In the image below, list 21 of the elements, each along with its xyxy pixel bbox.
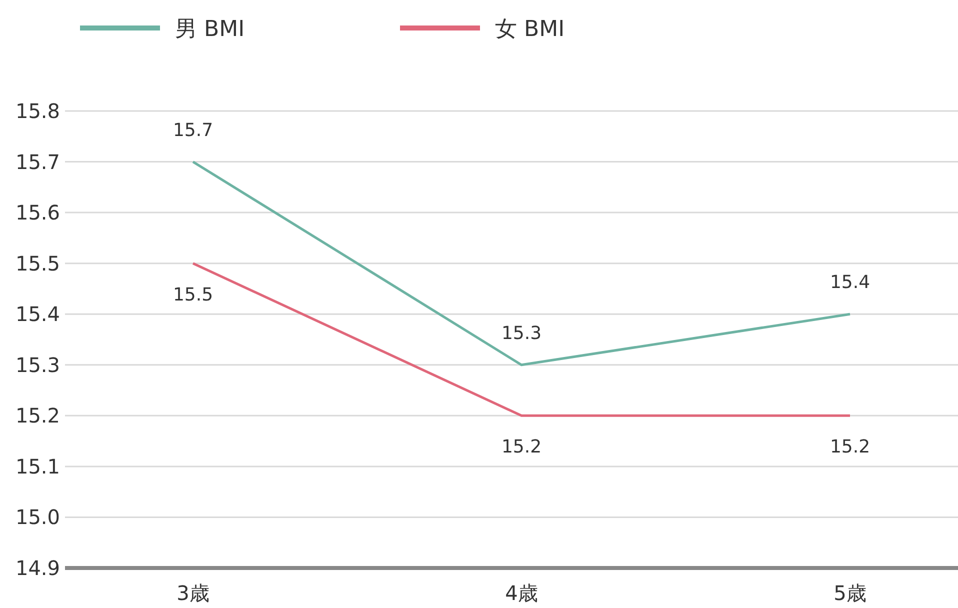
legend-label: 男 BMI	[175, 17, 245, 42]
x-tick-label: 4歳	[505, 581, 538, 605]
y-tick-label: 15.8	[15, 99, 60, 123]
data-label: 15.4	[830, 272, 870, 294]
y-tick-label: 15.0	[15, 505, 60, 530]
y-tick-label: 15.3	[15, 352, 60, 377]
y-tick-label: 15.5	[15, 251, 60, 276]
data-label: 15.2	[501, 436, 542, 458]
data-label: 15.7	[172, 120, 214, 141]
y-tick-label: 15.6	[15, 200, 60, 225]
y-tick-label: 15.4	[15, 302, 60, 326]
data-label: 15.2	[830, 436, 870, 458]
y-tick-label: 15.1	[15, 454, 60, 478]
y-tick-label: 15.2	[15, 404, 60, 428]
data-label: 15.3	[501, 322, 542, 344]
legend-label: 女 BMI	[495, 17, 565, 42]
x-tick-label: 5歳	[834, 581, 866, 605]
data-label: 15.5	[172, 284, 214, 306]
y-tick-label: 15.7	[15, 150, 60, 174]
y-tick-label: 14.9	[15, 556, 60, 580]
x-tick-label: 3歳	[176, 581, 210, 605]
